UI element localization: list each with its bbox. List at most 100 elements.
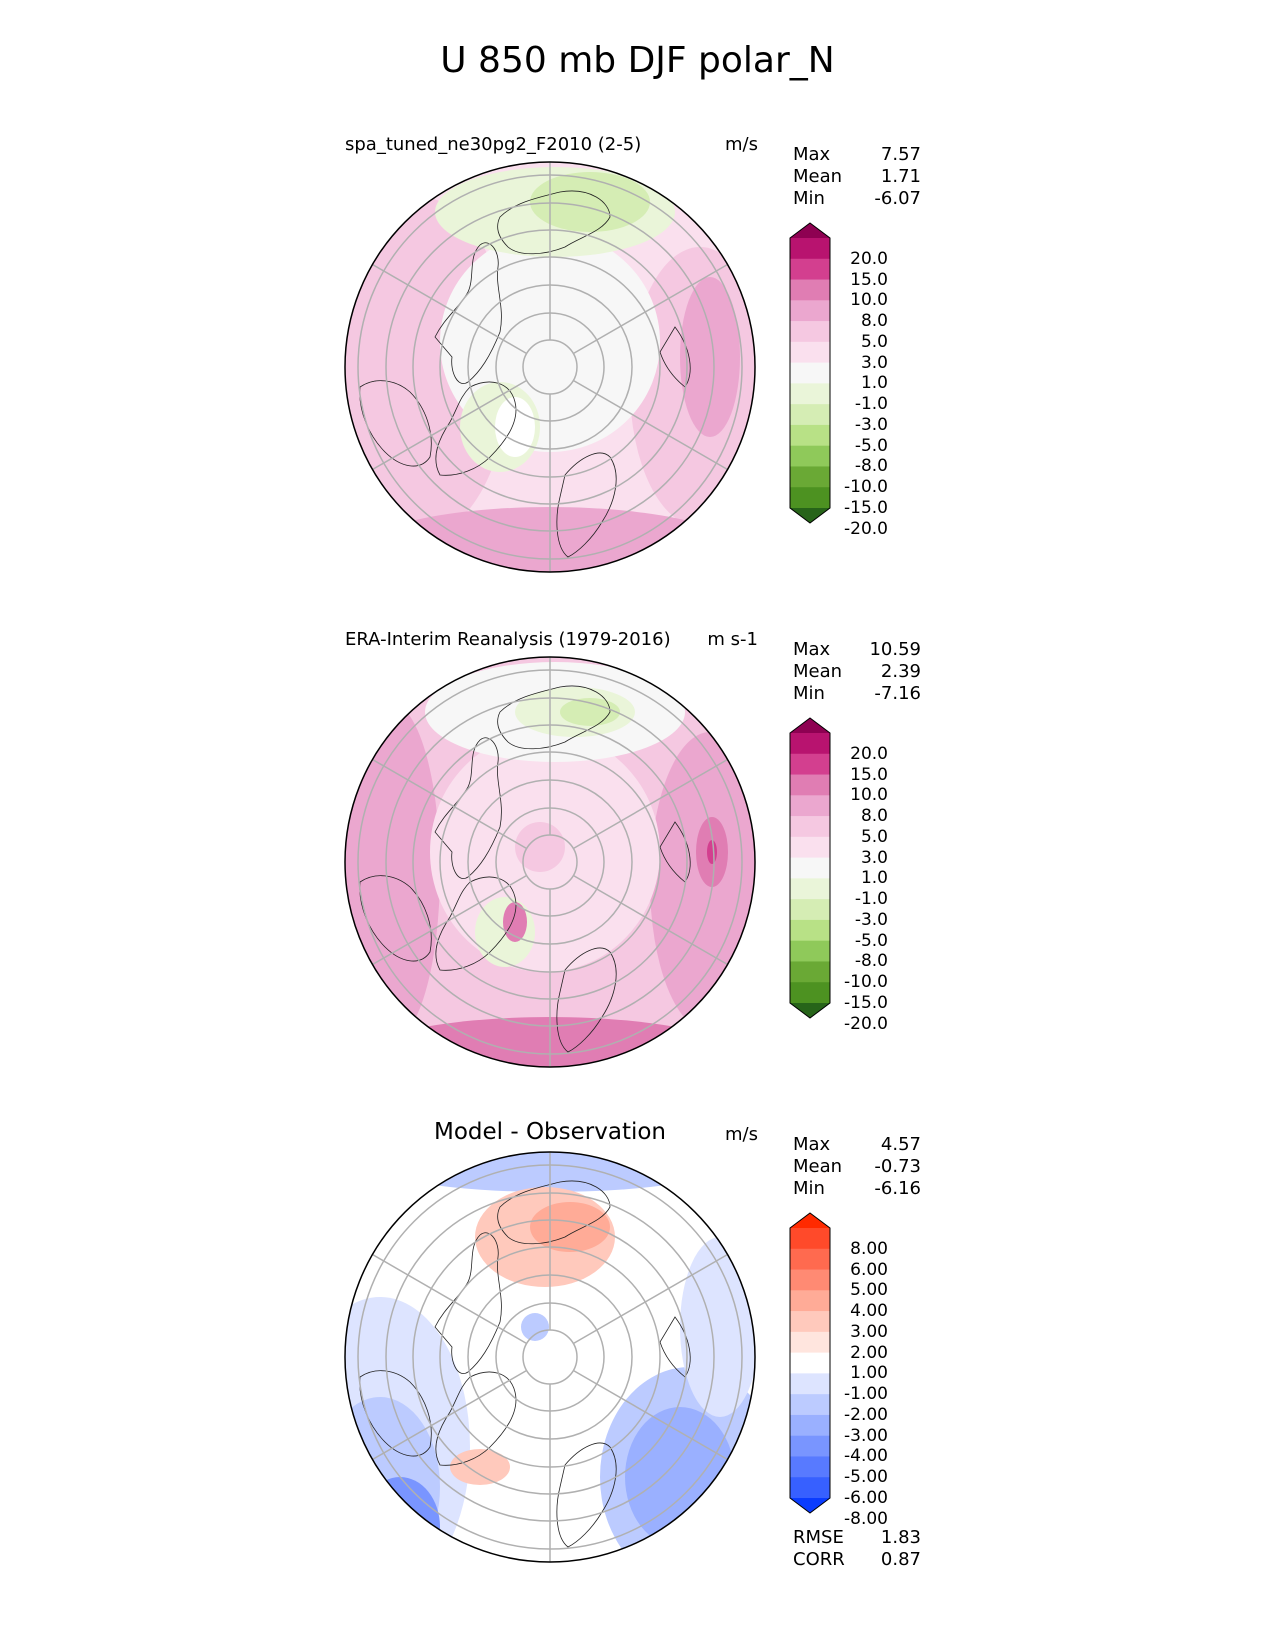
coastline: [435, 876, 517, 971]
meridian-line: [573, 379, 728, 471]
colorbar-tick-label: 20.0: [850, 743, 888, 764]
error-stats-box: RMSE 1.83 CORR 0.87: [793, 1527, 921, 1571]
stats-box: Max 7.57 Mean 1.71 Min -6.07: [793, 144, 921, 210]
stat-label-max: Max: [793, 144, 831, 165]
colorbar-band: [790, 1435, 830, 1457]
field-layer: [345, 1152, 755, 1562]
colorbar-tick-label: -8.00: [844, 1508, 888, 1529]
field-contour: [680, 1237, 755, 1417]
colorbar-tick-label: -15.0: [844, 993, 888, 1013]
stat-label-min: Min: [793, 188, 825, 209]
stat-label-mean: Mean: [793, 166, 843, 187]
colorbar: [789, 222, 831, 524]
coastline: [497, 190, 611, 255]
coastline: [359, 380, 432, 467]
field-contour: [680, 277, 740, 437]
stat-label-max: Max: [793, 639, 831, 660]
figure-title: U 850 mb DJF polar_N: [440, 40, 835, 81]
colorbar-tick-label: 4.00: [850, 1301, 888, 1322]
colorbar-outline: [789, 1212, 831, 1514]
meridian-line: [573, 263, 728, 355]
colorbar-band: [790, 878, 830, 900]
colorbar-band: [790, 836, 830, 859]
stat-value-min: -7.16: [874, 683, 921, 704]
stat-value-min: -6.16: [874, 1178, 921, 1199]
colorbar-band: [790, 1477, 830, 1499]
stat-label-mean: Mean: [793, 661, 843, 682]
colorbar-tick-label: -10.0: [844, 972, 888, 993]
colorbar-tick-label: 20.0: [850, 248, 888, 269]
panel-units: m/s: [725, 134, 758, 155]
colorbar-band: [790, 321, 830, 343]
colorbar-tick-label: -1.0: [854, 394, 888, 415]
meridian-line: [372, 874, 527, 966]
colorbar-band: [790, 404, 830, 426]
polar-map: [344, 161, 756, 573]
coastline: [359, 1370, 432, 1457]
colorbar-band: [790, 1311, 830, 1333]
colorbar-band: [790, 487, 830, 509]
colorbar-tick-label: -5.0: [854, 930, 888, 951]
colorbar-band: [790, 940, 830, 962]
field-layer: [345, 657, 755, 1067]
colorbar-band: [790, 1248, 830, 1271]
meridian-line: [573, 758, 728, 850]
meridian-line: [372, 263, 527, 355]
stat-value-mean: -0.73: [874, 1156, 921, 1177]
meridian-line: [372, 1369, 527, 1461]
colorbar-tick-label: -5.0: [854, 435, 888, 456]
field-contour: [495, 397, 535, 457]
colorbar-outline: [789, 717, 831, 1019]
colorbar-band: [790, 982, 830, 1004]
stat-value-mean: 1.71: [880, 166, 921, 187]
colorbar-outline: [789, 222, 831, 524]
meridian-line: [573, 1253, 728, 1345]
colorbar-extend-min: [790, 508, 830, 523]
meridian-line: [372, 758, 527, 850]
colorbar-band: [790, 300, 830, 322]
colorbar-tick-label: -10.0: [844, 477, 888, 498]
stat-value-mean: 2.39: [880, 661, 921, 682]
colorbar-band: [790, 1394, 830, 1416]
panel-units: m s-1: [707, 629, 758, 650]
colorbar-tick-label: 8.00: [850, 1238, 888, 1259]
field-contour: [521, 1313, 549, 1341]
colorbar-tick-label: 3.0: [860, 352, 888, 373]
colorbar-band: [790, 1414, 830, 1437]
colorbar-tick-label: -3.0: [854, 414, 888, 435]
field-contour: [530, 172, 650, 232]
panel-difference: Model - Observation m/s Max 4.57 Mean -0.7…: [0, 1110, 1275, 1590]
map-boundary: [344, 161, 756, 573]
panel-title: ERA-Interim Reanalysis (1979-2016): [345, 629, 671, 650]
colorbar-band: [790, 362, 830, 384]
meridian-line: [573, 1369, 728, 1461]
coastline: [435, 381, 517, 476]
stats-box: Max 10.59 Mean 2.39 Min -7.16: [793, 639, 921, 705]
field-contour: [530, 1202, 610, 1252]
coastline: [435, 1371, 517, 1466]
colorbar-extend-min: [790, 1003, 830, 1018]
colorbar-band: [790, 733, 830, 755]
colorbar-extend-max: [790, 1213, 830, 1228]
colorbar-band: [790, 919, 830, 942]
field-contour: [707, 840, 717, 864]
colorbar-band: [790, 899, 830, 921]
stat-label-corr: CORR: [793, 1549, 845, 1570]
colorbar-band: [790, 1352, 830, 1374]
colorbar-band: [790, 466, 830, 488]
colorbar-tick-label: -5.00: [844, 1467, 888, 1488]
colorbar-band: [790, 341, 830, 364]
colorbar-tick-label: -20.0: [844, 1013, 888, 1034]
stat-label-rmse: RMSE: [793, 1527, 844, 1548]
meridian-line: [372, 1253, 527, 1345]
colorbar-tick-label: 8.0: [860, 806, 888, 827]
colorbar-band: [790, 383, 830, 405]
colorbar-extend-max: [790, 718, 830, 733]
colorbar-tick-label: -4.00: [844, 1446, 888, 1467]
colorbar-band: [790, 961, 830, 983]
colorbar-extend-min: [790, 1498, 830, 1513]
colorbar-tick-label: 10.0: [850, 785, 888, 806]
colorbar-tick-label: 5.0: [860, 331, 888, 352]
stat-label-mean: Mean: [793, 1156, 843, 1177]
colorbar-extend-max: [790, 223, 830, 238]
